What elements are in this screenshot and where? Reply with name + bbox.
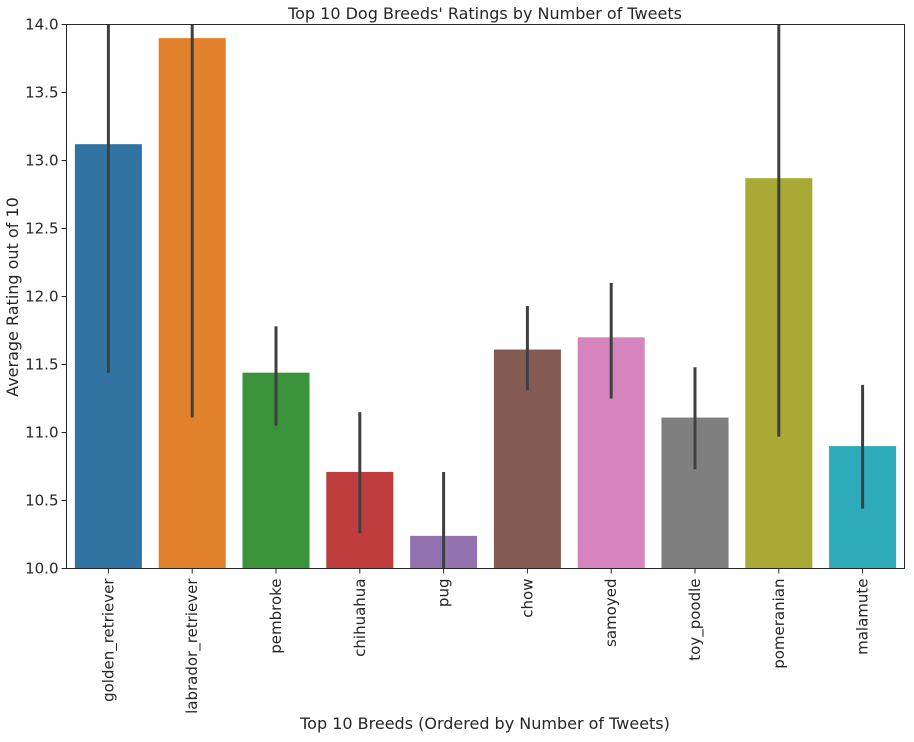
x-tick-label: labrador_retriever [183,578,202,714]
plot-frame [66,24,905,569]
x-tick-label: samoyed [602,579,620,647]
y-tick-label: 11.0 [25,424,58,442]
x-tick-label: pembroke [267,579,285,654]
x-tick-label: toy_poodle [686,579,705,661]
x-tick-label: golden_retriever [99,578,118,702]
x-tick-label: chow [518,579,536,618]
chart-title: Top 10 Dog Breeds' Ratings by Number of … [287,4,682,23]
y-tick-label: 10.5 [25,492,58,510]
x-axis-label: Top 10 Breeds (Ordered by Number of Twee… [299,714,670,733]
y-tick-label: 13.5 [25,84,58,102]
x-tick-label: pomeranian [770,579,788,669]
x-tick-label: pug [435,579,453,608]
y-axis-label: Average Rating out of 10 [3,197,22,397]
error-bars [106,24,865,569]
y-axis-ticks: 10.0 10.5 11.0 11.5 12.0 12.5 13.0 13.5 14.0 [25,16,67,578]
bar-series [74,38,897,569]
x-tick-label: chihuahua [351,579,369,657]
y-tick-label: 14.0 [25,16,58,34]
y-tick-label: 13.0 [25,152,58,170]
x-axis-ticks: golden_retriever labrador_retriever pembro… [99,568,872,714]
x-tick-label: malamute [854,579,872,655]
y-tick-label: 12.0 [25,288,58,306]
y-tick-label: 11.5 [25,356,58,374]
y-tick-label: 12.5 [25,220,58,238]
y-tick-label: 10.0 [25,560,58,578]
